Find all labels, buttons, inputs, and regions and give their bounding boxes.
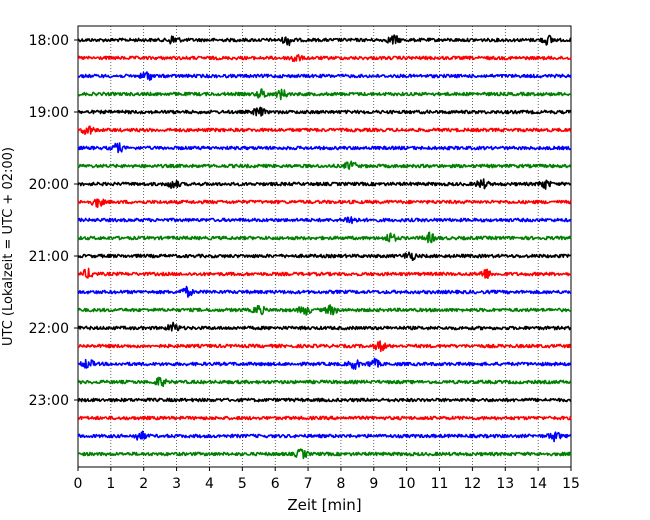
y-tick-label: 23:00 xyxy=(29,393,69,409)
x-tick-label: 6 xyxy=(271,476,280,492)
trace-2000 xyxy=(77,178,572,190)
trace-2045 xyxy=(77,231,572,244)
trace-2015 xyxy=(77,198,572,208)
trace-1815 xyxy=(77,53,572,63)
trace-1915 xyxy=(77,125,572,135)
x-axis-ticks: 0 1 2 3 4 5 6 7 8 9 10 11 12 13 14 15 xyxy=(74,467,580,492)
x-tick-label: 11 xyxy=(431,476,449,492)
trace-2100 xyxy=(77,251,572,261)
x-tick-label: 14 xyxy=(529,476,547,492)
y-tick-label: 21:00 xyxy=(29,249,69,265)
trace-1900 xyxy=(77,106,572,117)
x-tick-label: 1 xyxy=(106,476,115,492)
trace-1845 xyxy=(77,88,572,101)
trace-2345 xyxy=(77,448,572,460)
x-tick-label: 9 xyxy=(369,476,378,492)
x-tick-label: 0 xyxy=(74,476,83,492)
trace-2330 xyxy=(77,430,572,443)
trace-1800 xyxy=(77,34,572,47)
y-tick-label: 19:00 xyxy=(29,105,69,121)
trace-2230 xyxy=(77,357,572,370)
plot-frame xyxy=(77,25,572,468)
trace-1945 xyxy=(77,160,572,170)
trace-2200 xyxy=(77,321,572,332)
y-tick-label: 22:00 xyxy=(29,321,69,337)
trace-2300 xyxy=(77,397,572,403)
trace-1830 xyxy=(77,71,572,81)
y-axis-label: UTC (Lokalzeit = UTC + 02:00) xyxy=(1,147,16,346)
x-tick-label: 7 xyxy=(304,476,313,492)
x-tick-label: 8 xyxy=(336,476,345,492)
y-tick-label: 18:00 xyxy=(29,33,69,49)
trace-2245 xyxy=(77,376,572,388)
trace-2315 xyxy=(77,415,572,421)
x-tick-label: 4 xyxy=(205,476,214,492)
trace-1930 xyxy=(77,142,572,154)
x-tick-label: 2 xyxy=(139,476,148,492)
x-tick-label: 12 xyxy=(463,476,481,492)
trace-2145 xyxy=(77,304,572,316)
trace-2030 xyxy=(77,216,572,225)
trace-2130 xyxy=(77,285,572,298)
y-axis-ticks: 18:00 19:00 20:00 21:00 22:00 23:00 xyxy=(29,33,78,409)
x-tick-label: 3 xyxy=(172,476,181,492)
traces-group xyxy=(77,34,572,460)
x-axis-label: Zeit [min] xyxy=(287,496,361,514)
x-tick-label: 13 xyxy=(496,476,514,492)
x-tick-label: 15 xyxy=(562,476,580,492)
y-tick-label: 20:00 xyxy=(29,177,69,193)
trace-2215 xyxy=(77,340,572,353)
x-tick-label: 10 xyxy=(398,476,416,492)
trace-2115 xyxy=(77,267,572,280)
x-tick-label: 5 xyxy=(238,476,247,492)
